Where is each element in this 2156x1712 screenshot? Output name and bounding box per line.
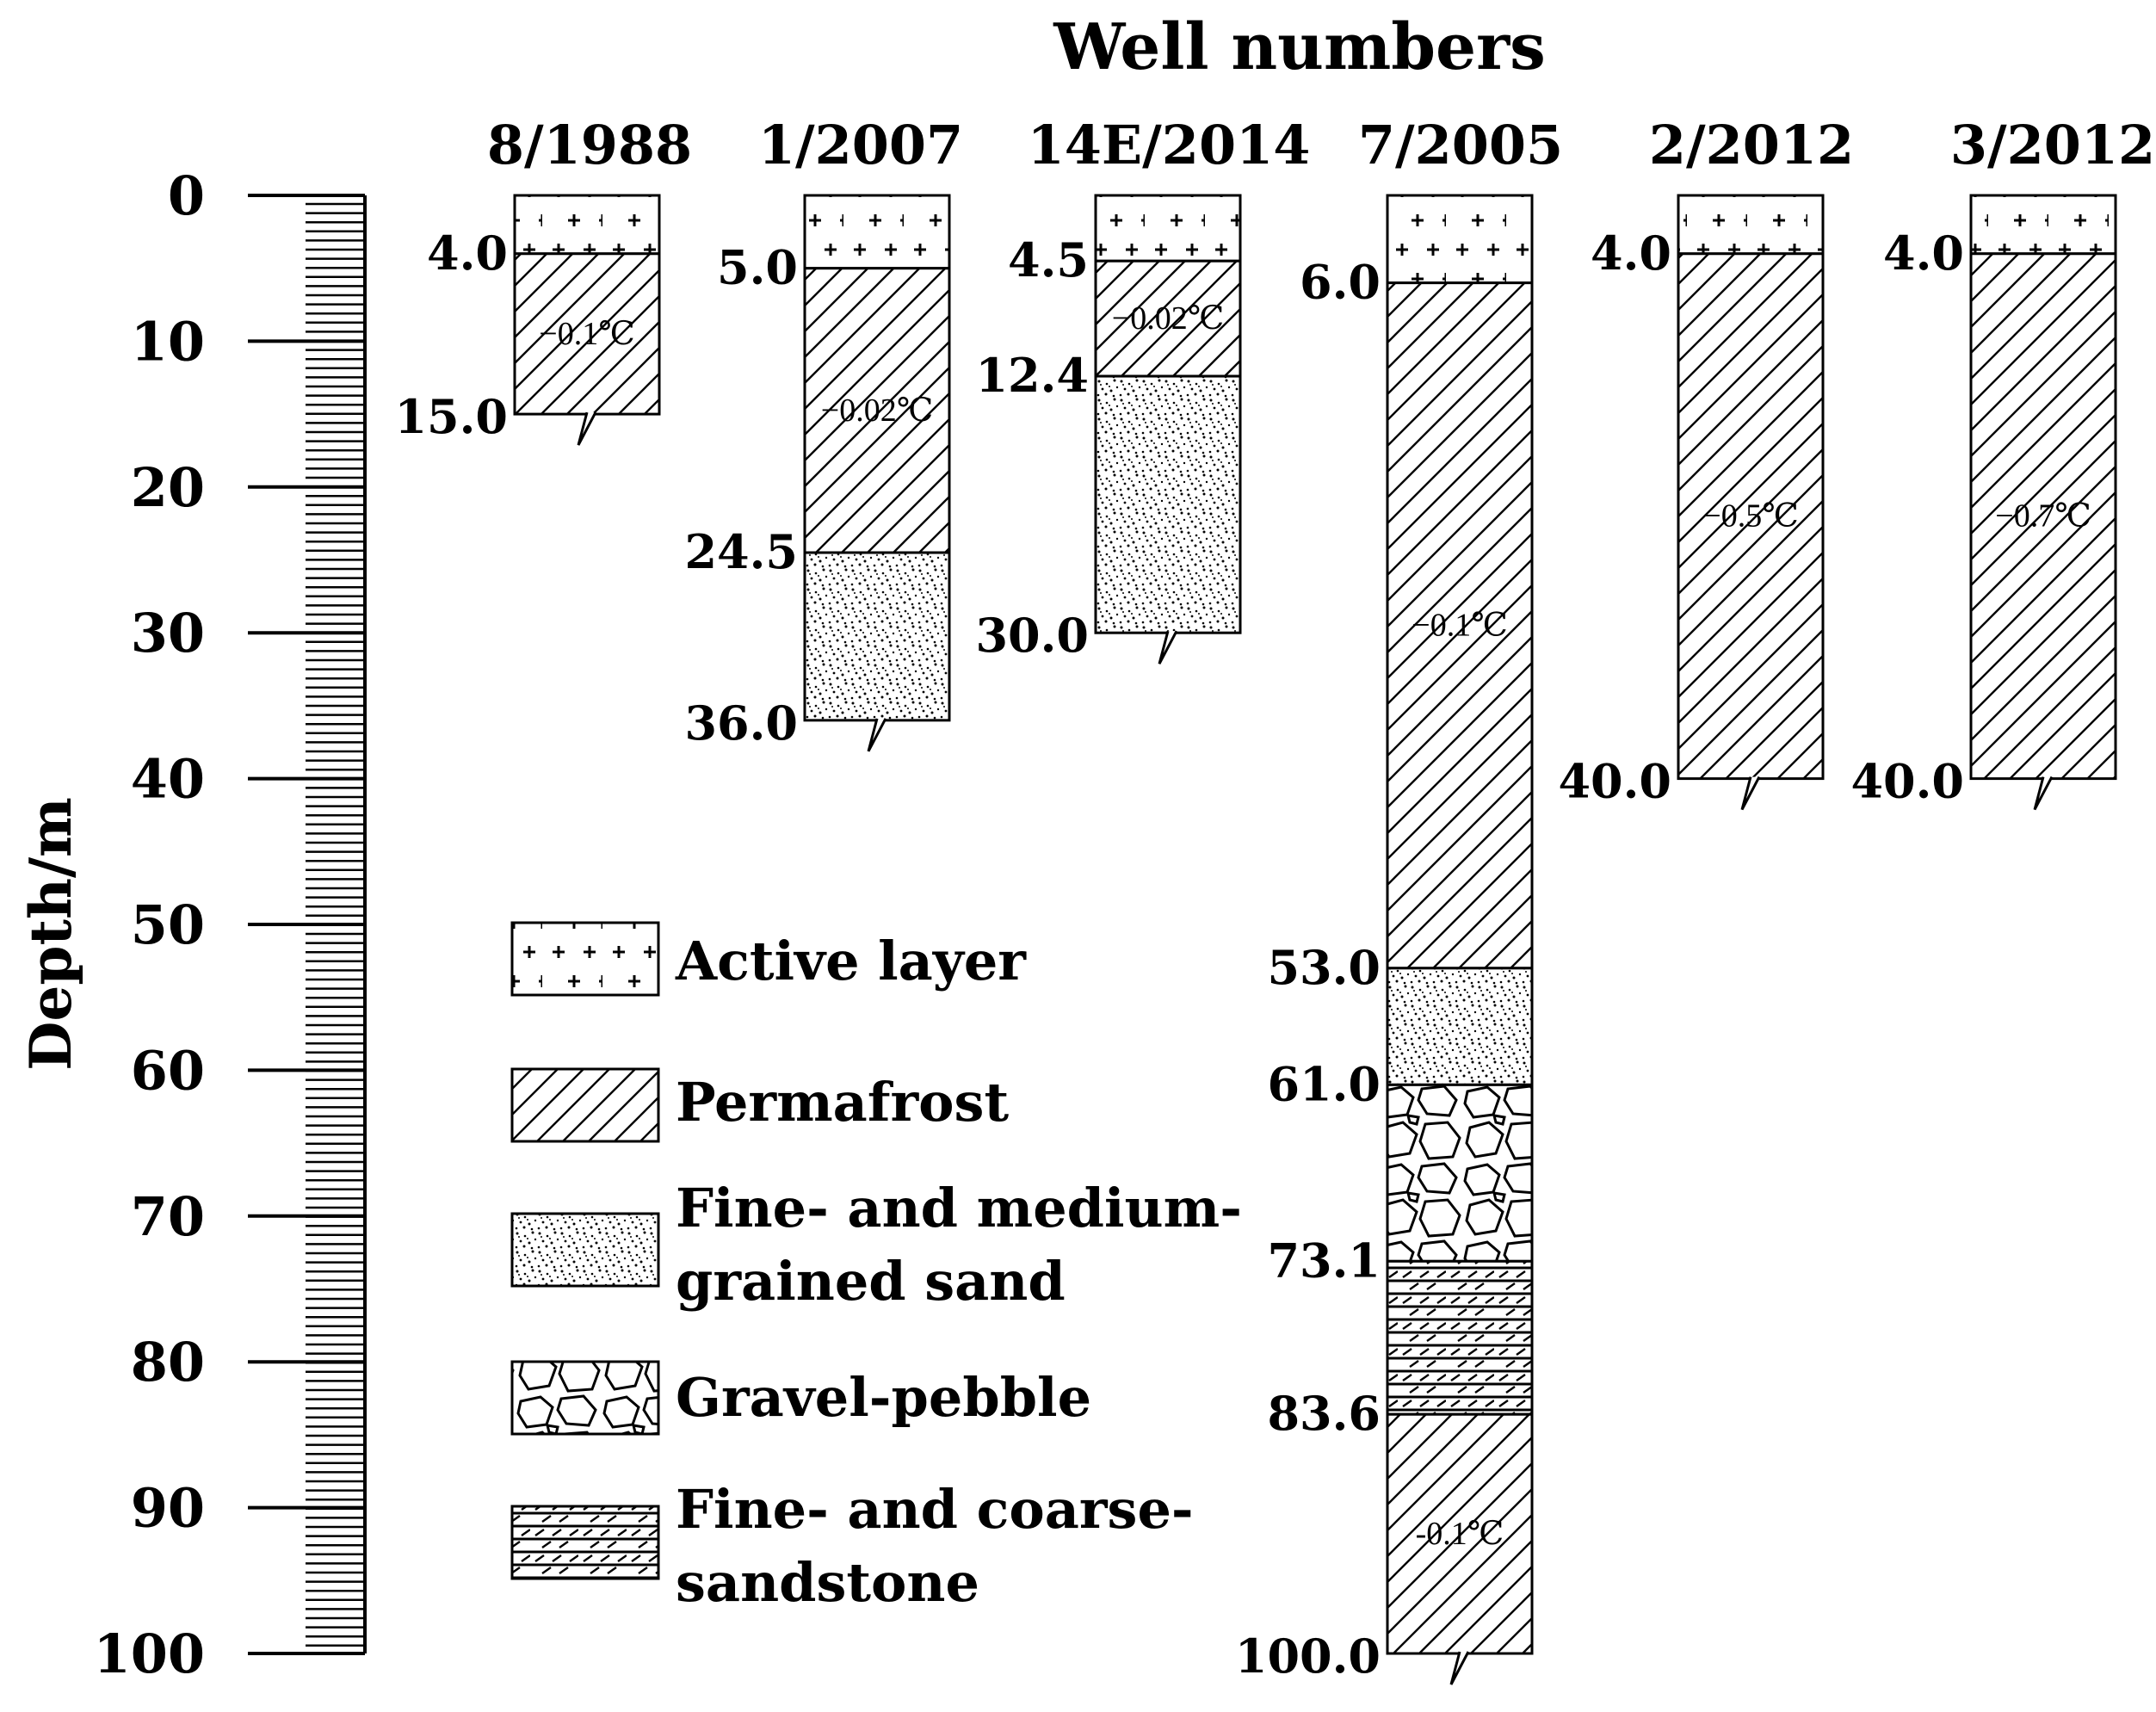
- break-symbol: [2033, 776, 2054, 811]
- legend-label: sandstone: [676, 1551, 979, 1614]
- layer-active: [1969, 194, 2117, 256]
- legend-label: Fine- and coarse-: [676, 1478, 1194, 1541]
- legend-item-sandstone: Fine- and coarse-sandstone: [510, 1478, 1194, 1614]
- break-symbol: [1158, 630, 1178, 664]
- layer-temperature: −0.1℃: [539, 316, 634, 352]
- break-symbol: [867, 718, 887, 752]
- depth-boundary-label: 24.5: [684, 524, 798, 579]
- legend-label: Gravel-pebble: [676, 1366, 1091, 1429]
- depth-boundary-label: 83.6: [1267, 1386, 1381, 1441]
- well-column: 14E/2014 −0.02℃ 4.5 12.4 30.0: [975, 114, 1310, 664]
- depth-tick-label: 30: [131, 602, 205, 664]
- well-label: 14E/2014: [1028, 114, 1311, 176]
- legend-label: Active layer: [675, 930, 1027, 992]
- layer-temperature: −0.1℃: [1412, 608, 1507, 644]
- legend-label: grained sand: [676, 1250, 1066, 1313]
- legend-swatch-sandstone: [510, 1505, 660, 1580]
- depth-boundary-label: 5.0: [717, 240, 798, 295]
- depth-boundary-label: 6.0: [1300, 255, 1381, 310]
- layer-permafrost: [1386, 1412, 1534, 1655]
- depth-boundary-label: 53.0: [1267, 940, 1381, 995]
- depth-tick-label: 50: [131, 893, 205, 956]
- layer-permafrost: [803, 267, 951, 554]
- legend-item-active: Active layer: [510, 921, 1027, 997]
- depth-boundary-label: 15.0: [394, 389, 508, 444]
- well-label: 1/2007: [758, 114, 963, 176]
- depth-tick-label: 90: [131, 1477, 205, 1540]
- well-label: 8/1988: [487, 114, 692, 176]
- depth-ruler: [306, 195, 367, 1653]
- layer-sand: [1386, 967, 1534, 1086]
- layer-permafrost: [1969, 252, 2117, 781]
- depth-tick-label: 20: [131, 456, 205, 519]
- layer-temperature: −0.5℃: [1702, 498, 1798, 535]
- depth-tick-label: 80: [131, 1331, 205, 1394]
- layer-active: [1677, 194, 1825, 256]
- layer-permafrost: [1386, 281, 1534, 970]
- layer-permafrost: [1094, 259, 1242, 378]
- legend-swatch-permafrost: [510, 1067, 660, 1143]
- legend-label: Fine- and medium-: [676, 1177, 1242, 1239]
- depth-boundary-label: 4.0: [427, 226, 508, 281]
- layer-temperature: −0.02℃: [821, 392, 933, 429]
- legend-item-permafrost: Permafrost: [510, 1067, 1009, 1143]
- depth-tick-label: 10: [131, 310, 205, 373]
- break-symbol: [1449, 1651, 1470, 1685]
- depth-boundary-label: 4.5: [1008, 232, 1089, 287]
- well-column: 1/2007 −0.02℃ 5.0 24.5 36.0: [684, 114, 963, 752]
- depth-tick-label: 100: [94, 1622, 205, 1685]
- legend-swatch-active: [510, 921, 660, 997]
- break-symbol: [1740, 776, 1761, 811]
- layer-gravel: [1386, 1083, 1534, 1263]
- layer-active: [513, 194, 661, 256]
- layer-temperature: -0.1℃: [1416, 1516, 1504, 1552]
- layer-temperature: −0.7℃: [1995, 498, 2091, 535]
- layer-sand: [803, 551, 951, 722]
- depth-boundary-label: 30.0: [975, 608, 1089, 663]
- layer-permafrost: [1677, 252, 1825, 781]
- depth-boundary-label: 36.0: [684, 695, 798, 751]
- depth-tick-label: 0: [168, 164, 205, 227]
- well-label: 7/2005: [1358, 114, 1563, 176]
- legend-item-sand: Fine- and medium-grained sand: [510, 1177, 1242, 1313]
- layer-sandstone: [1386, 1259, 1534, 1416]
- layer-permafrost: [513, 252, 661, 416]
- depth-tick-label: 40: [131, 748, 205, 811]
- layer-active: [1094, 194, 1242, 263]
- depth-tick-label: 60: [131, 1039, 205, 1102]
- layer-active: [803, 194, 951, 270]
- well-column: 2/2012 −0.5℃ 4.0 40.0: [1558, 114, 1854, 811]
- depth-boundary-label: 4.0: [1883, 226, 1964, 281]
- legend-label: Permafrost: [676, 1071, 1009, 1134]
- y-axis-title: Depth/m: [17, 797, 84, 1071]
- well-label: 2/2012: [1649, 114, 1854, 176]
- depth-boundary-label: 40.0: [1558, 754, 1671, 809]
- layer-sand: [1094, 374, 1242, 634]
- depth-axis: 0 10 20 30 40 50 60 70 80 90 100: [94, 164, 367, 1685]
- legend-swatch-gravel: [510, 1360, 660, 1436]
- well-label: 3/2012: [1950, 114, 2155, 176]
- layer-temperature: −0.02℃: [1112, 300, 1224, 337]
- well-column: 3/2012 −0.7℃ 4.0 40.0: [1850, 114, 2155, 811]
- legend-item-gravel: Gravel-pebble: [510, 1360, 1091, 1436]
- depth-boundary-label: 73.1: [1267, 1233, 1381, 1288]
- depth-boundary-label: 12.4: [975, 348, 1089, 403]
- break-symbol: [577, 411, 597, 446]
- depth-tick-label: 70: [131, 1185, 205, 1248]
- depth-boundary-label: 100.0: [1235, 1629, 1381, 1684]
- well-column: 7/2005 −0.1℃ -0.1℃ 6.0 53.0 61.0 73.1 83.6 100.0: [1235, 114, 1563, 1685]
- chart-title: Well numbers: [1053, 10, 1546, 84]
- well-columns: 8/1988 −0.1℃ 4.0 15.0 1/2007 −0.02℃ 5.0 24.5 36.…: [394, 114, 2155, 1685]
- legend-swatch-sand: [510, 1212, 660, 1288]
- depth-boundary-label: 40.0: [1850, 754, 1964, 809]
- well-column: 8/1988 −0.1℃ 4.0 15.0: [394, 114, 692, 446]
- legend: Active layer Permafrost Fine- and medium-g…: [510, 921, 1242, 1614]
- depth-boundary-label: 61.0: [1267, 1056, 1381, 1111]
- layer-active: [1386, 194, 1534, 285]
- depth-boundary-label: 4.0: [1591, 226, 1671, 281]
